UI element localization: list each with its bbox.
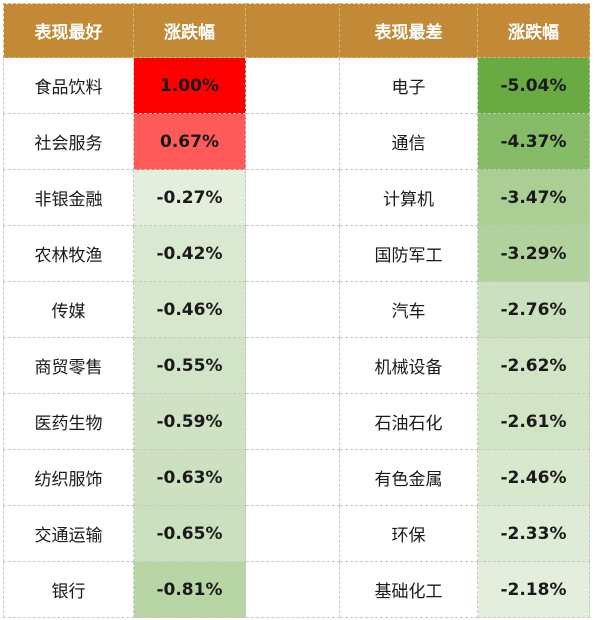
table-row: 非银金融 -0.27% 计算机 -3.47% [3,169,590,226]
table-row: 社会服务 0.67% 通信 -4.37% [3,113,590,170]
worst-industry-name: 有色金属 [339,449,478,506]
best-industry-change: -0.63% [133,449,246,506]
table-row: 银行 -0.81% 基础化工 -2.18% [3,561,590,618]
table-row: 农林牧渔 -0.42% 国防军工 -3.29% [3,225,590,282]
worst-industry-name: 机械设备 [339,337,478,394]
best-industry-name: 非银金融 [3,169,134,226]
column-spacer [245,337,340,394]
best-industry-name: 传媒 [3,281,134,338]
best-industry-change: 1.00% [133,57,246,114]
worst-industry-change: -2.46% [477,449,590,506]
column-spacer [245,169,340,226]
table-row: 食品饮料 1.00% 电子 -5.04% [3,57,590,114]
worst-industry-name: 汽车 [339,281,478,338]
best-industry-change: -0.55% [133,337,246,394]
worst-industry-change: -5.04% [477,57,590,114]
header-worst: 表现最差 [339,3,478,58]
table-row: 商贸零售 -0.55% 机械设备 -2.62% [3,337,590,394]
worst-industry-name: 通信 [339,113,478,170]
best-industry-name: 农林牧渔 [3,225,134,282]
column-spacer [245,57,340,114]
column-spacer [245,505,340,562]
best-industry-name: 医药生物 [3,393,134,450]
worst-industry-change: -2.18% [477,561,590,618]
table-row: 医药生物 -0.59% 石油石化 -2.61% [3,393,590,450]
worst-industry-change: -2.33% [477,505,590,562]
worst-industry-name: 基础化工 [339,561,478,618]
best-industry-name: 食品饮料 [3,57,134,114]
worst-industry-change: -2.76% [477,281,590,338]
worst-industry-change: -4.37% [477,113,590,170]
best-industry-name: 银行 [3,561,134,618]
industry-performance-table: 表现最好 涨跌幅 表现最差 涨跌幅 食品饮料 1.00% 电子 -5.04% 社会服务 0… [3,3,590,618]
worst-industry-change: -3.29% [477,225,590,282]
worst-industry-name: 计算机 [339,169,478,226]
column-spacer [245,281,340,338]
worst-industry-name: 环保 [339,505,478,562]
worst-industry-change: -2.62% [477,337,590,394]
worst-industry-change: -3.47% [477,169,590,226]
table-body: 食品饮料 1.00% 电子 -5.04% 社会服务 0.67% 通信 -4.37% 非银金融 -0… [3,57,590,618]
best-industry-change: -0.42% [133,225,246,282]
column-spacer [245,561,340,618]
best-industry-name: 商贸零售 [3,337,134,394]
worst-industry-change: -2.61% [477,393,590,450]
best-industry-name: 纺织服饰 [3,449,134,506]
column-spacer [245,393,340,450]
column-spacer [245,113,340,170]
header-best: 表现最好 [3,3,134,58]
best-industry-change: -0.27% [133,169,246,226]
table-row: 纺织服饰 -0.63% 有色金属 -2.46% [3,449,590,506]
best-industry-change: -0.65% [133,505,246,562]
best-industry-name: 交通运输 [3,505,134,562]
table-row: 交通运输 -0.65% 环保 -2.33% [3,505,590,562]
header-best-change: 涨跌幅 [133,3,246,58]
worst-industry-name: 石油石化 [339,393,478,450]
best-industry-change: -0.81% [133,561,246,618]
best-industry-change: 0.67% [133,113,246,170]
column-spacer [245,449,340,506]
best-industry-change: -0.46% [133,281,246,338]
worst-industry-name: 电子 [339,57,478,114]
worst-industry-name: 国防军工 [339,225,478,282]
table-row: 传媒 -0.46% 汽车 -2.76% [3,281,590,338]
best-industry-name: 社会服务 [3,113,134,170]
header-spacer [245,3,340,58]
best-industry-change: -0.59% [133,393,246,450]
header-worst-change: 涨跌幅 [477,3,590,58]
table-header-row: 表现最好 涨跌幅 表现最差 涨跌幅 [3,3,590,58]
column-spacer [245,225,340,282]
